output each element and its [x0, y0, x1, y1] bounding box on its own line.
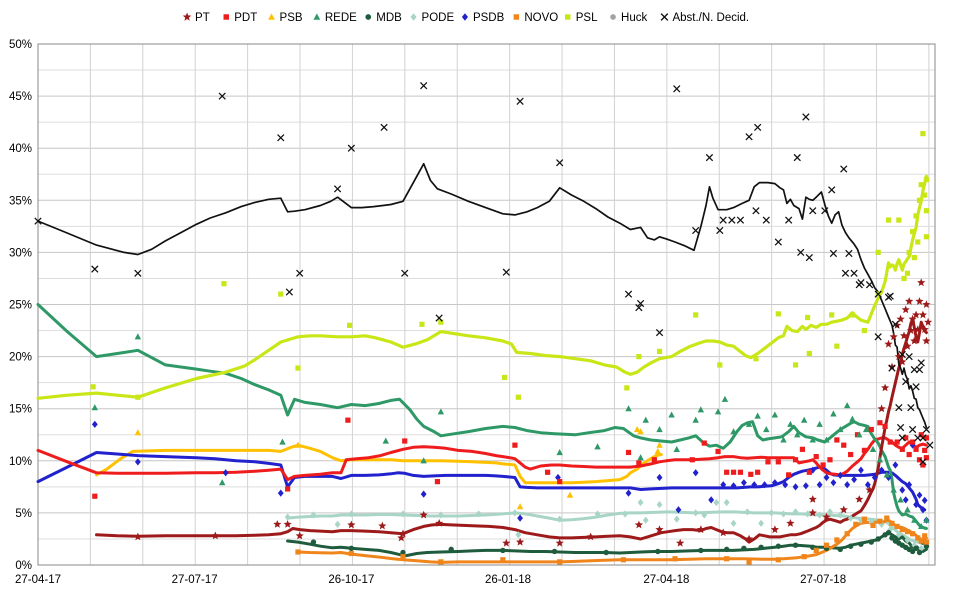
y-axis-tick-label: 10% [9, 456, 32, 468]
x-axis-tick-label: 26-10-17 [328, 574, 374, 586]
series-points-novo [295, 515, 929, 565]
series-points-mdb [310, 529, 930, 556]
y-axis-tick-label: 45% [9, 91, 32, 103]
y-axis-tick-label: 25% [9, 300, 32, 312]
legend: PT PDT PSB REDE MDB PODE PSDB NOVO PSL Huck Abst./… [182, 12, 749, 24]
x-axis-tick-label: 27-07-17 [172, 574, 218, 586]
legend-label: REDE [325, 12, 357, 24]
series-line-pt [95, 317, 928, 544]
legend-label: PSDB [473, 12, 505, 24]
y-axis-tick-label: 0% [15, 560, 32, 572]
series-line-novo [296, 518, 928, 564]
series-points-pt [133, 278, 933, 547]
x-axis-labels: 27-04-17 27-07-17 26-10-17 26-01-18 27-04-18… [15, 574, 846, 586]
series-points-psb [134, 426, 663, 510]
legend-label: PSB [280, 12, 303, 24]
series-line-psl [36, 174, 929, 400]
y-axis-tick-label: 35% [9, 195, 32, 207]
y-axis-tick-label: 30% [9, 247, 32, 259]
x-axis-tick-label: 26-01-18 [485, 574, 531, 586]
legend-label: NOVO [524, 12, 558, 24]
series-points-pdt [92, 417, 929, 499]
legend-item-psdb: PSDB [461, 12, 505, 24]
y-axis-tick-label: 5% [15, 508, 32, 520]
legend-label: Huck [621, 12, 647, 24]
legend-label: PSL [576, 12, 598, 24]
legend-label: PT [195, 12, 210, 24]
legend-item-pode: PODE [410, 12, 455, 24]
y-axis-tick-label: 50% [9, 39, 32, 51]
legend-item-rede: REDE [313, 12, 357, 24]
series-line-psb [95, 443, 663, 485]
legend-label: Abst./N. Decid. [672, 12, 749, 24]
legend-label: MDB [376, 12, 402, 24]
y-axis-tick-label: 15% [9, 404, 32, 416]
series-points-rede [91, 333, 930, 530]
legend-label: PDT [234, 12, 257, 24]
y-axis-tick-label: 40% [9, 143, 32, 155]
legend-item-pdt: PDT [223, 12, 257, 24]
x-axis-tick-label: 27-07-18 [800, 574, 846, 586]
series-points-psdb [91, 420, 930, 524]
legend-item-huck: Huck [610, 12, 648, 24]
legend-item-abst-n-decid-: Abst./N. Decid. [660, 12, 749, 24]
legend-label: PODE [422, 12, 455, 24]
y-axis-tick-label: 20% [9, 352, 32, 364]
series-line-psdb [36, 451, 927, 512]
series-line-abst-n-decid- [37, 162, 928, 429]
series-line-rede [36, 303, 928, 530]
plot-gridlines [38, 44, 935, 565]
series-line-pdt [36, 436, 928, 482]
series-points-psl [90, 131, 929, 400]
x-axis-tick-label: 27-04-17 [15, 574, 61, 586]
series-points-abst-n-decid- [34, 82, 934, 466]
legend-item-pt: PT [182, 12, 210, 24]
legend-item-psb: PSB [268, 12, 303, 24]
legend-item-novo: NOVO [513, 12, 558, 24]
legend-item-mdb: MDB [365, 12, 402, 24]
x-axis-tick-label: 27-04-18 [643, 574, 689, 586]
y-axis-labels: 0% 5% 10% 15% 20% 25% 30% 35% 40% 45% 50% [9, 39, 32, 572]
legend-item-psl: PSL [565, 12, 598, 24]
